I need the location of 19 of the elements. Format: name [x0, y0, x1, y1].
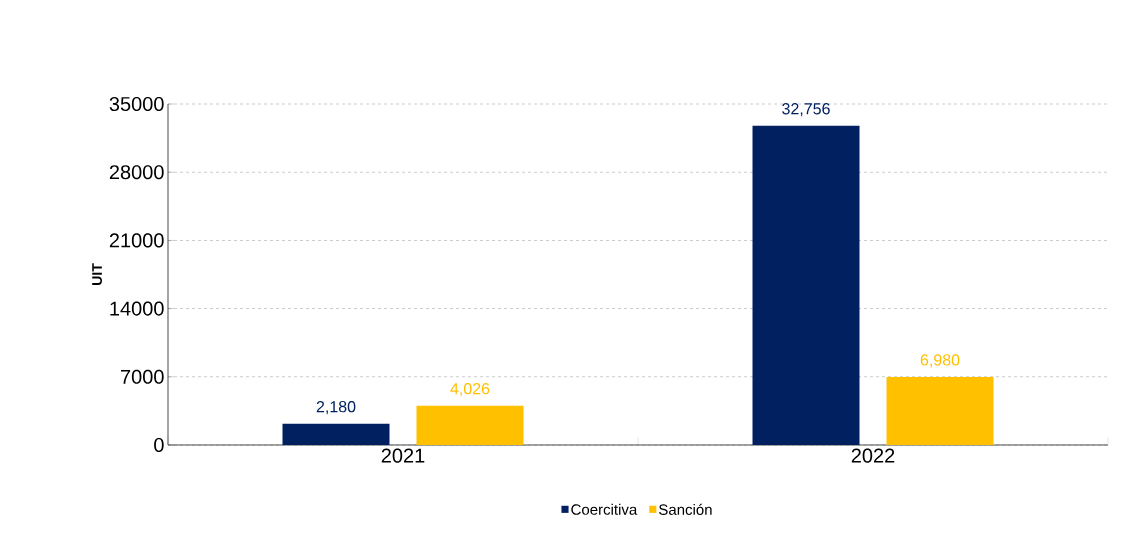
y-tick-label: 21000 [109, 233, 164, 248]
bar [282, 423, 390, 445]
y-tick-label: 28000 [109, 165, 164, 180]
x-tick-label: 2021 [381, 448, 425, 463]
data-label: 2,180 [316, 401, 356, 415]
y-tick-label: 35000 [109, 96, 164, 112]
y-tick-label: 7000 [121, 369, 164, 384]
legend-label: Sanción [659, 503, 712, 515]
y-tick-label: 0 [154, 437, 164, 453]
y-tick-label: 14000 [110, 301, 164, 316]
y-axis-title: UIT [92, 263, 102, 285]
bar [886, 377, 994, 445]
data-label: 4,026 [450, 383, 490, 397]
bar [416, 405, 524, 445]
x-tick-label: 2022 [851, 448, 895, 463]
legend-label: Coercitiva [571, 503, 638, 515]
bar [752, 125, 860, 445]
data-label: 6,980 [920, 354, 960, 368]
data-label: 32,756 [782, 103, 830, 117]
